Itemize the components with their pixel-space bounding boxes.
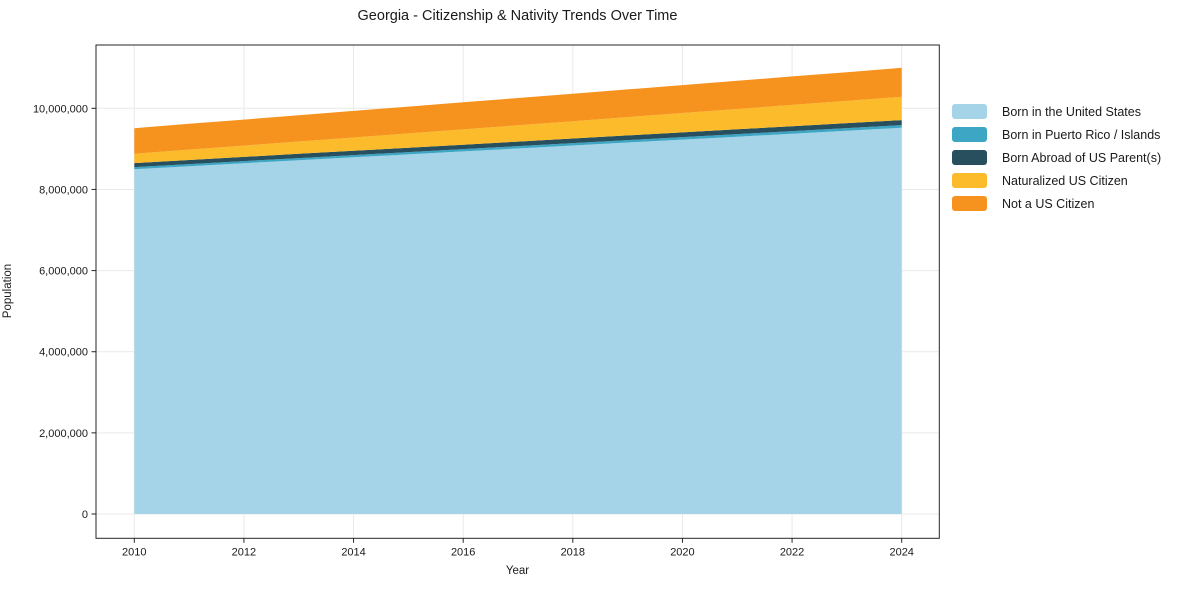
x-tick-label: 2012	[232, 546, 256, 558]
y-tick-label: 8,000,000	[39, 184, 88, 196]
x-tick-label: 2010	[122, 546, 146, 558]
x-tick-label: 2020	[670, 546, 694, 558]
x-tick-label: 2014	[341, 546, 365, 558]
y-tick-label: 2,000,000	[39, 428, 88, 440]
chart-title: Georgia - Citizenship & Nativity Trends …	[357, 8, 678, 24]
area-series-3	[134, 96, 902, 164]
legend-item-label: Born in Puerto Rico / Islands	[1002, 127, 1161, 142]
y-tick-label: 4,000,000	[39, 347, 88, 359]
legend-item-label: Born Abroad of US Parent(s)	[1002, 150, 1162, 165]
legend-item: Born Abroad of US Parent(s)	[952, 150, 1161, 165]
legend-item-label: Not a US Citizen	[1002, 196, 1095, 211]
y-tick-label: 6,000,000	[39, 266, 88, 278]
legend-swatch	[952, 150, 987, 165]
legend-swatch	[952, 104, 987, 119]
legend-item: Born in Puerto Rico / Islands	[952, 127, 1161, 142]
x-tick-label: 2016	[451, 546, 475, 558]
y-tick-label: 0	[82, 509, 88, 521]
area-series-0	[134, 127, 902, 515]
legend-item: Not a US Citizen	[952, 196, 1161, 211]
legend-swatch	[952, 127, 987, 142]
legend-item-label: Born in the United States	[1002, 104, 1141, 119]
legend-swatch	[952, 196, 987, 211]
legend-item: Naturalized US Citizen	[952, 173, 1161, 188]
x-tick-label: 2018	[561, 546, 585, 558]
y-tick-label: 10,000,000	[33, 103, 88, 115]
x-tick-label: 2024	[889, 546, 913, 558]
area-series-1	[134, 125, 902, 170]
axes-spines	[95, 44, 940, 539]
legend-item-label: Naturalized US Citizen	[1002, 173, 1128, 188]
x-tick-label: 2022	[780, 546, 804, 558]
area-series-2	[134, 120, 902, 168]
legend-item: Born in the United States	[952, 104, 1161, 119]
x-axis-label: Year	[505, 565, 530, 577]
legend-swatch	[952, 173, 987, 188]
area-series-4	[134, 67, 902, 154]
y-axis-label: Population	[2, 263, 14, 319]
legend: Born in the United States Born in Puerto …	[952, 104, 1161, 211]
